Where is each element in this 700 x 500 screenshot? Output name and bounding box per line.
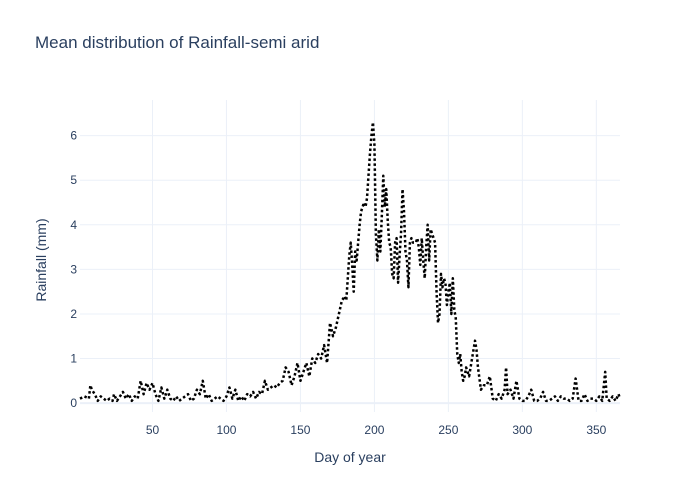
y-axis-title: Rainfall (mm) — [33, 218, 49, 301]
x-tick-label: 200 — [364, 423, 384, 437]
y-tick-label: 3 — [70, 262, 77, 276]
chart-title: Mean distribution of Rainfall-semi arid — [35, 33, 320, 52]
x-tick-label: 250 — [438, 423, 458, 437]
x-tick-label: 350 — [586, 423, 606, 437]
x-tick-label: 150 — [290, 423, 310, 437]
grid-lines — [80, 100, 620, 412]
x-tick-label: 50 — [146, 423, 160, 437]
y-tick-label: 5 — [70, 173, 77, 187]
y-tick-label: 0 — [70, 396, 77, 410]
y-tick-label: 2 — [70, 307, 77, 321]
axis-ticks: 50 100 150 200 250 300 350 0 1 2 3 4 5 6 — [70, 129, 606, 437]
y-tick-label: 4 — [70, 218, 77, 232]
x-tick-label: 100 — [216, 423, 236, 437]
plot-area[interactable] — [79, 121, 622, 403]
x-tick-label: 300 — [512, 423, 532, 437]
rainfall-series-line[interactable] — [79, 121, 622, 403]
y-tick-label: 6 — [70, 129, 77, 143]
x-axis-title: Day of year — [314, 449, 386, 465]
y-tick-label: 1 — [70, 352, 77, 366]
